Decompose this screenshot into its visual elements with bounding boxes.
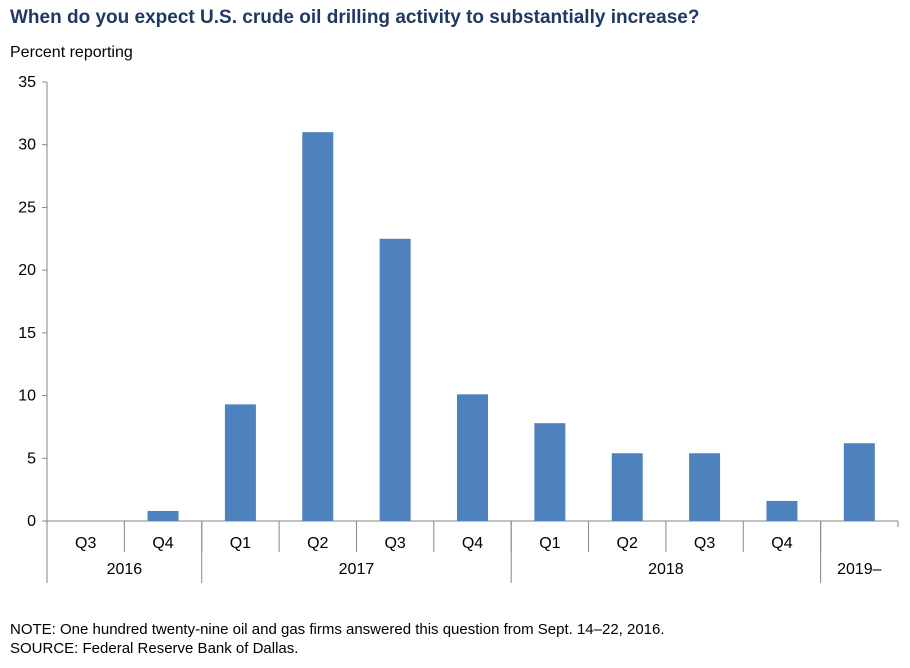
bar <box>611 453 643 521</box>
footer-note: NOTE: One hundred twenty-nine oil and ga… <box>10 621 665 638</box>
chart-footer: NOTE: One hundred twenty-nine oil and ga… <box>10 620 665 658</box>
bar <box>534 423 566 521</box>
footer-source: SOURCE: Federal Reserve Bank of Dallas. <box>10 640 299 657</box>
group-label: 2019– <box>837 561 882 578</box>
category-label: Q2 <box>307 535 328 552</box>
y-tick-label: 10 <box>18 388 36 405</box>
y-tick-label: 25 <box>18 199 36 216</box>
y-tick-label: 30 <box>18 137 36 154</box>
y-tick-label: 35 <box>18 74 36 91</box>
y-tick-label: 0 <box>27 513 36 530</box>
category-label: Q3 <box>75 535 96 552</box>
y-tick-label: 5 <box>27 450 36 467</box>
y-axis-label: Percent reporting <box>10 44 133 61</box>
group-label: 2016 <box>107 561 143 578</box>
category-label: Q1 <box>539 535 560 552</box>
bars <box>147 132 875 522</box>
category-label: Q4 <box>152 535 173 552</box>
category-label: Q2 <box>617 535 638 552</box>
y-tick-label: 20 <box>18 262 36 279</box>
group-label: 2017 <box>339 561 375 578</box>
group-label: 2018 <box>648 561 684 578</box>
bar <box>379 238 411 522</box>
bar <box>689 453 721 521</box>
category-label: Q4 <box>771 535 792 552</box>
axis-labels: 0 5 10 15 20 25 30 35 2016 2017 2018 2019– Q3 Q4 Q1 Q2 Q… <box>18 74 881 578</box>
category-label: Q4 <box>462 535 483 552</box>
bar <box>302 132 334 521</box>
chart-title: When do you expect U.S. crude oil drilli… <box>10 7 700 28</box>
bar <box>457 394 488 521</box>
axes <box>42 81 899 583</box>
category-label: Q3 <box>694 535 715 552</box>
bar <box>766 500 798 521</box>
bar <box>224 404 256 521</box>
y-tick-label: 15 <box>18 325 36 342</box>
category-label: Q3 <box>384 535 405 552</box>
bar <box>147 510 179 521</box>
bar <box>843 443 875 521</box>
category-label: Q1 <box>230 535 251 552</box>
